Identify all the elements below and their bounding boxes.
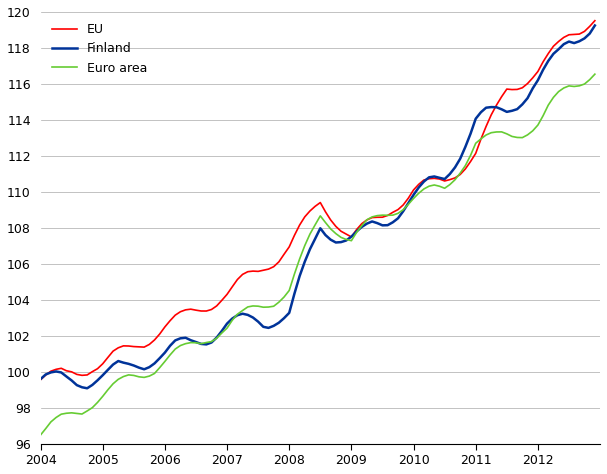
Line: EU: EU: [41, 21, 595, 380]
EU: [125, 343, 132, 349]
Finland: [130, 363, 137, 368]
Euro area: [94, 400, 101, 405]
EU: [581, 28, 588, 34]
Euro area: [37, 432, 44, 438]
Euro area: [591, 71, 599, 77]
Finland: [483, 105, 490, 110]
Finland: [586, 31, 593, 36]
Finland: [301, 259, 308, 264]
Finland: [519, 101, 526, 107]
Euro area: [296, 256, 304, 262]
EU: [591, 18, 599, 24]
EU: [296, 222, 304, 228]
Finland: [99, 373, 106, 378]
EU: [514, 87, 521, 92]
Legend: EU, Finland, Euro area: EU, Finland, Euro area: [47, 18, 152, 80]
EU: [94, 366, 101, 372]
EU: [37, 377, 44, 383]
Line: Finland: Finland: [41, 26, 595, 388]
Euro area: [125, 372, 132, 378]
Euro area: [581, 81, 588, 87]
Finland: [37, 376, 44, 382]
Line: Euro area: Euro area: [41, 74, 595, 435]
Finland: [591, 23, 599, 28]
Euro area: [514, 135, 521, 140]
Finland: [84, 385, 91, 391]
Euro area: [477, 136, 484, 142]
EU: [477, 137, 484, 142]
